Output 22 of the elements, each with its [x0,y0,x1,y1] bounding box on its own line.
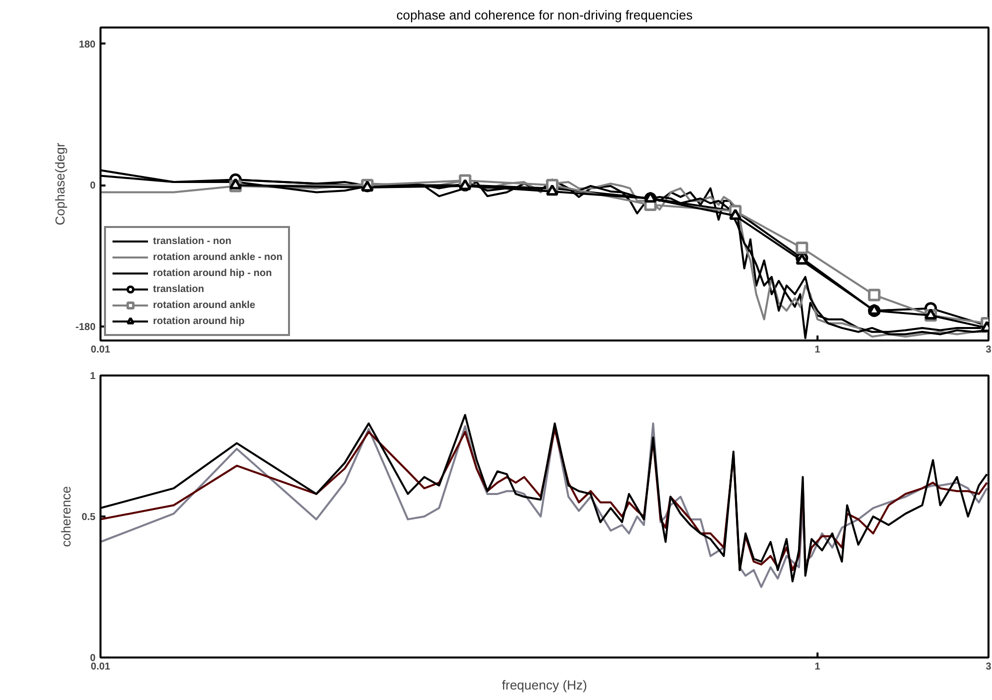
legend-label: translation - non [153,234,232,248]
y-axis-title: Cophase(degr [52,142,68,226]
x-axis-title: frequency (Hz) [502,678,588,692]
y-tick-label: 0 [90,653,96,664]
x-tick-label: 3 [986,662,992,672]
x-tick-label: 1 [814,662,821,672]
legend-label: rotation around ankle [153,298,256,312]
chart-title: cophase and coherence for non-driving frequencies [396,8,694,22]
legend-label: rotation around ankle - non [153,250,282,264]
legend-label: rotation around hip [153,314,245,328]
x-tick-label: 0.01 [90,662,111,672]
y-tick-label: 0.5 [82,512,96,523]
y-axis-title: coherence [58,486,74,547]
y-tick-label: 1 [90,371,96,382]
x-tick-label: 1 [814,344,821,356]
legend-label: rotation around hip - non [153,266,272,280]
y-tick-label: 0 [90,180,96,192]
x-tick-label: 0.01 [90,344,111,356]
x-tick-label: 3 [986,344,992,356]
legend-label: translation [153,282,204,296]
y-tick-label: -180 [75,322,96,333]
y-tick-label: 180 [78,39,96,50]
